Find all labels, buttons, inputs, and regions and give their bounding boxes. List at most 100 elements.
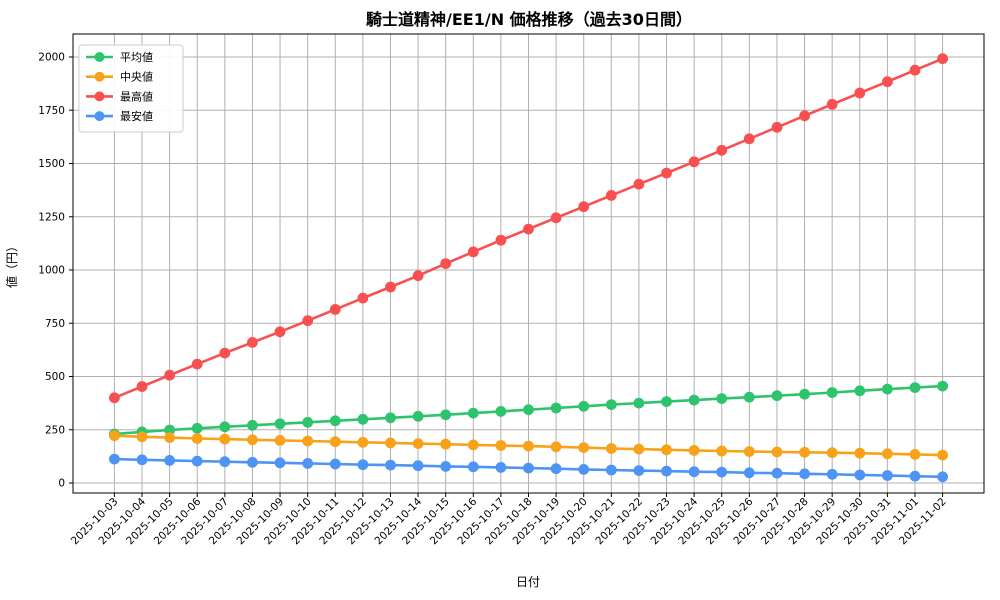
data-point-lowest	[191, 455, 203, 467]
data-point-lowest	[219, 456, 231, 468]
y-tick-label: 500	[45, 371, 65, 383]
y-tick-label: 1000	[38, 265, 65, 277]
data-point-lowest	[771, 467, 783, 479]
data-point-average	[302, 416, 314, 428]
data-point-lowest	[937, 471, 948, 483]
data-point-median	[578, 442, 590, 453]
data-point-lowest	[412, 460, 424, 472]
data-point-lowest	[605, 464, 617, 476]
data-point-lowest	[247, 456, 258, 468]
y-tick-label: 250	[45, 424, 65, 436]
data-point-average	[826, 387, 838, 398]
data-point-lowest	[550, 463, 562, 475]
data-point-median	[440, 438, 452, 450]
data-point-average	[164, 424, 176, 436]
data-point-average	[247, 419, 258, 431]
data-point-median	[605, 443, 617, 454]
data-point-highest	[909, 64, 921, 76]
data-point-median	[357, 436, 369, 448]
data-point-lowest	[523, 462, 534, 474]
data-point-lowest	[909, 470, 921, 482]
y-tick-label: 2000	[38, 52, 65, 64]
data-point-median	[909, 449, 921, 460]
legend-label-average: 平均値	[120, 51, 153, 64]
data-point-average	[523, 404, 534, 416]
data-point-average	[329, 415, 341, 427]
data-point-median	[109, 430, 120, 442]
data-point-lowest	[495, 462, 507, 473]
data-point-highest	[385, 281, 396, 293]
legend	[78, 44, 184, 133]
data-point-highest	[191, 358, 203, 370]
data-point-average	[799, 388, 810, 400]
data-point-highest	[495, 234, 507, 246]
data-point-highest	[302, 315, 314, 327]
y-tick-label: 1750	[38, 105, 65, 117]
data-point-average	[467, 407, 479, 419]
data-point-highest	[136, 381, 148, 392]
data-point-median	[136, 431, 148, 443]
data-point-lowest	[274, 457, 286, 469]
data-point-highest	[578, 201, 590, 213]
data-point-lowest	[467, 461, 479, 473]
data-point-average	[550, 402, 562, 414]
data-point-median	[247, 434, 258, 446]
legend-marker-median-icon	[94, 71, 105, 82]
data-point-average	[440, 409, 452, 421]
data-point-median	[661, 444, 672, 456]
data-point-average	[385, 412, 396, 424]
data-point-lowest	[743, 467, 755, 479]
data-point-median	[164, 432, 176, 443]
data-point-average	[605, 399, 617, 410]
data-point-highest	[329, 304, 341, 315]
data-point-average	[688, 394, 700, 406]
data-point-highest	[164, 369, 176, 381]
data-point-average	[854, 385, 866, 397]
data-point-highest	[274, 326, 286, 338]
data-point-median	[495, 440, 507, 451]
data-point-highest	[937, 53, 948, 65]
y-axis-label: 値（円）	[4, 240, 19, 288]
y-tick-label: 1250	[38, 211, 65, 223]
data-point-median	[523, 440, 534, 452]
data-point-lowest	[826, 468, 838, 480]
chart-title: 騎士道精神/EE1/N 価格推移（過去30日間）	[366, 10, 692, 29]
y-tick-label: 0	[58, 478, 65, 490]
data-point-highest	[688, 156, 700, 168]
data-point-highest	[633, 178, 645, 190]
data-point-median	[826, 447, 838, 459]
data-point-median	[937, 449, 948, 461]
data-point-average	[219, 421, 231, 433]
data-point-average	[191, 422, 203, 434]
data-point-highest	[826, 98, 838, 110]
data-point-lowest	[688, 466, 700, 478]
data-point-lowest	[385, 459, 396, 471]
data-point-average	[882, 383, 893, 395]
data-point-average	[771, 390, 783, 402]
data-point-median	[688, 445, 700, 456]
data-point-lowest	[357, 459, 369, 471]
data-point-highest	[799, 110, 810, 122]
data-point-lowest	[302, 458, 314, 469]
data-point-median	[771, 446, 783, 458]
data-point-median	[799, 446, 810, 458]
legend-label-highest: 最高値	[120, 89, 153, 103]
data-point-lowest	[329, 458, 341, 470]
data-point-highest	[523, 223, 534, 235]
data-point-lowest	[136, 454, 148, 466]
data-point-highest	[247, 337, 258, 348]
data-point-average	[661, 396, 672, 407]
data-point-lowest	[164, 455, 176, 466]
data-point-average	[495, 406, 507, 417]
data-point-lowest	[882, 470, 893, 481]
data-point-average	[578, 400, 590, 412]
data-point-highest	[743, 133, 755, 145]
data-point-highest	[467, 246, 479, 258]
data-point-median	[412, 438, 424, 449]
data-point-median	[385, 437, 396, 449]
data-point-average	[412, 410, 424, 422]
data-point-average	[274, 418, 286, 430]
data-point-lowest	[799, 468, 810, 480]
